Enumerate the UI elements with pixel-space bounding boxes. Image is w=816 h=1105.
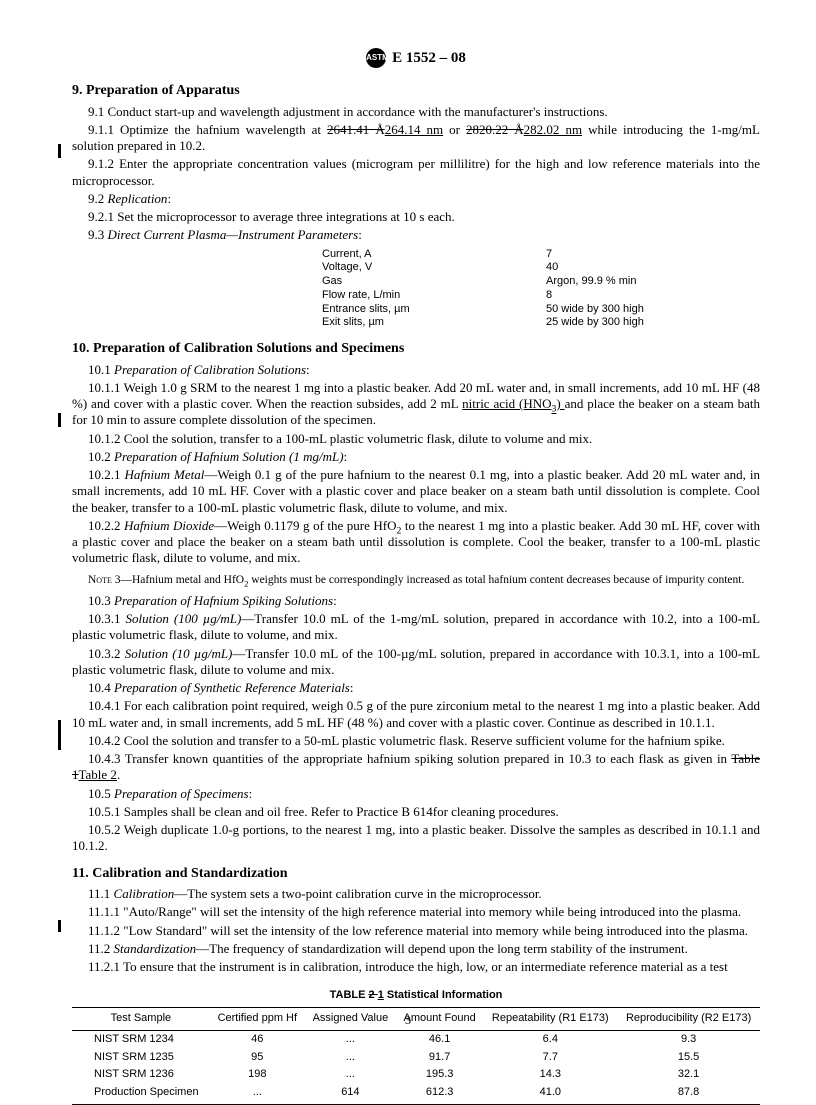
para-9-1-2: 9.1.2 Enter the appropriate concentratio…	[72, 156, 760, 189]
stat-table-title: TABLE 2 1 Statistical Information	[72, 989, 760, 1003]
changebar	[58, 920, 61, 932]
para-10-1-2: 10.1.2 Cool the solution, transfer to a …	[72, 431, 760, 447]
para-10-3-1: 10.3.1 Solution (100 µg/mL)—Transfer 10.…	[72, 611, 760, 644]
para-10-2-1: 10.2.1 Hafnium Metal—Weigh 0.1 g of the …	[72, 467, 760, 516]
para-10-1-1: 10.1.1 Weigh 1.0 g SRM to the nearest 1 …	[72, 380, 760, 429]
para-9-3: 9.3 Direct Current Plasma—Instrument Par…	[72, 227, 760, 243]
section-11-title: 11. Calibration and Standardization	[72, 865, 760, 883]
para-9-1: 9.1 Conduct start-up and wavelength adju…	[72, 104, 760, 120]
page-header: ASTM E 1552 – 08	[72, 48, 760, 68]
para-10-4-1: 10.4.1 For each calibration point requir…	[72, 698, 760, 731]
para-9-1-1: 9.1.1 Optimize the hafnium wavelength at…	[72, 122, 760, 155]
param-row: Exit slits, µm25 wide by 300 high	[322, 316, 668, 330]
para-9-2-1: 9.2.1 Set the microprocessor to average …	[72, 209, 760, 225]
instrument-params-table: Current, A7Voltage, V40GasArgon, 99.9 % …	[322, 248, 668, 331]
para-11-2: 11.2 Standardization—The frequency of st…	[72, 941, 760, 957]
param-row: Current, A7	[322, 248, 668, 262]
para-9-2: 9.2 Replication:	[72, 191, 760, 207]
para-10-5-1: 10.5.1 Samples shall be clean and oil fr…	[72, 804, 760, 820]
param-row: Flow rate, L/min8	[322, 289, 668, 303]
page-number: 3	[0, 1013, 816, 1028]
param-row: Voltage, V40	[322, 261, 668, 275]
para-10-1: 10.1 Preparation of Calibration Solution…	[72, 362, 760, 378]
para-10-3-2: 10.3.2 Solution (10 µg/mL)—Transfer 10.0…	[72, 646, 760, 679]
para-10-3: 10.3 Preparation of Hafnium Spiking Solu…	[72, 593, 760, 609]
para-10-2: 10.2 Preparation of Hafnium Solution (1 …	[72, 449, 760, 465]
para-10-5: 10.5 Preparation of Specimens:	[72, 786, 760, 802]
note-3: Note 3—Hafnium metal and HfO2 weights mu…	[72, 573, 760, 587]
para-10-5-2: 10.5.2 Weigh duplicate 1.0-g portions, t…	[72, 822, 760, 855]
designation: E 1552 – 08	[392, 49, 466, 68]
astm-logo: ASTM	[366, 48, 386, 68]
table-row: NIST SRM 1236198...195.314.332.1	[72, 1066, 760, 1084]
param-row: Entrance slits, µm50 wide by 300 high	[322, 303, 668, 317]
para-10-4-3: 10.4.3 Transfer known quantities of the …	[72, 751, 760, 784]
page: ASTM E 1552 – 08 9. Preparation of Appar…	[0, 0, 816, 1056]
changebar	[58, 144, 61, 158]
para-11-1-1: 11.1.1 "Auto/Range" will set the intensi…	[72, 904, 760, 920]
section-9-title: 9. Preparation of Apparatus	[72, 82, 760, 100]
para-11-1-2: 11.1.2 "Low Standard" will set the inten…	[72, 923, 760, 939]
table-row: Production Specimen...614612.341.087.8	[72, 1084, 760, 1104]
section-10-title: 10. Preparation of Calibration Solutions…	[72, 340, 760, 358]
para-10-2-2: 10.2.2 Hafnium Dioxide—Weigh 0.1179 g of…	[72, 518, 760, 567]
table-row: NIST SRM 123595...91.77.715.5	[72, 1049, 760, 1067]
para-10-4-2: 10.4.2 Cool the solution and transfer to…	[72, 733, 760, 749]
para-10-4: 10.4 Preparation of Synthetic Reference …	[72, 680, 760, 696]
table-row: NIST SRM 123446...46.16.49.3	[72, 1030, 760, 1048]
param-row: GasArgon, 99.9 % min	[322, 275, 668, 289]
para-11-1: 11.1 Calibration—The system sets a two-p…	[72, 886, 760, 902]
changebar	[58, 720, 61, 750]
para-11-2-1: 11.2.1 To ensure that the instrument is …	[72, 959, 760, 975]
changebar	[58, 413, 61, 427]
